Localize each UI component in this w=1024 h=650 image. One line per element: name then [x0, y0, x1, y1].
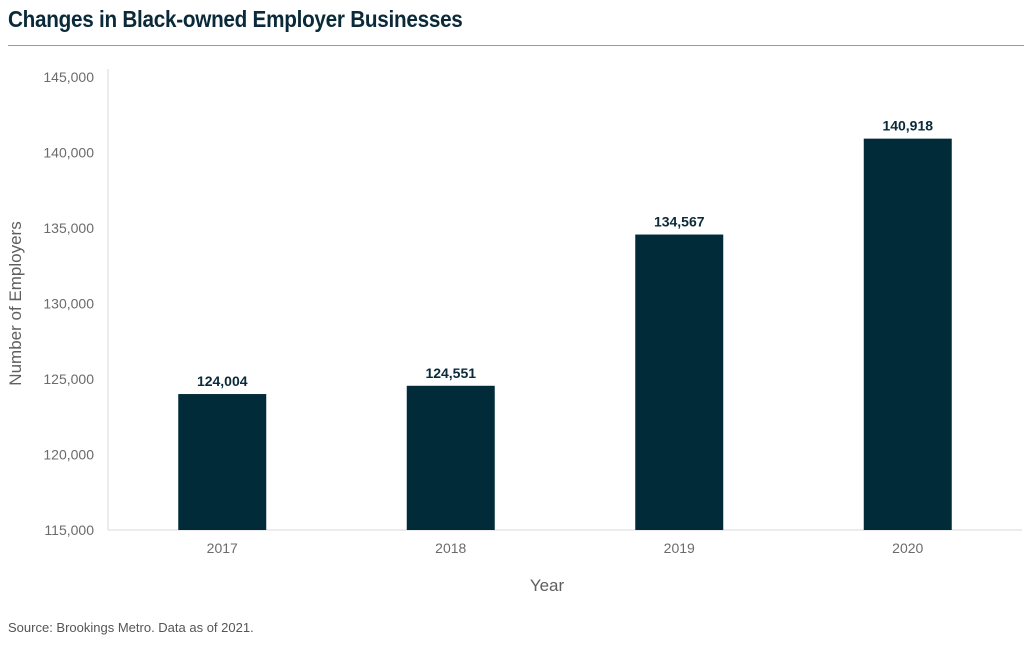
data-label: 124,004	[197, 373, 248, 389]
y-axis-title: Number of Employers	[6, 221, 25, 385]
x-tick-label: 2017	[207, 540, 238, 556]
x-tick-label: 2019	[664, 540, 695, 556]
data-label: 140,918	[882, 118, 933, 134]
y-tick-label: 135,000	[43, 220, 94, 236]
data-label: 134,567	[654, 214, 705, 230]
bar	[863, 138, 952, 531]
y-tick-label: 130,000	[43, 296, 94, 312]
y-tick-label: 120,000	[43, 447, 94, 463]
data-labels: 124,004 124,551 134,567 140,918	[197, 118, 933, 389]
title-divider	[8, 45, 1024, 46]
y-tick-label: 115,000	[44, 522, 94, 538]
bar-chart: 115,000 120,000 125,000 130,000 135,000 140,0…	[6, 69, 1022, 595]
x-axis-title: Year	[530, 576, 565, 595]
y-tick-label: 125,000	[43, 371, 94, 387]
source-note: Source: Brookings Metro. Data as of 2021…	[8, 620, 254, 635]
chart-title: Changes in Black-owned Employer Business…	[8, 6, 463, 32]
y-tick-label: 140,000	[43, 145, 94, 161]
y-axis: 115,000 120,000 125,000 130,000 135,000 140,0…	[43, 69, 109, 538]
bar-series	[178, 138, 952, 531]
x-tick-label: 2018	[435, 540, 466, 556]
bar	[178, 394, 267, 530]
x-tick-label: 2020	[892, 540, 923, 556]
y-tick-label: 145,000	[43, 69, 94, 85]
bar	[635, 234, 724, 530]
x-axis: 2017 2018 2019 2020	[108, 529, 1022, 556]
bar	[406, 385, 495, 530]
data-label: 124,551	[425, 365, 476, 381]
